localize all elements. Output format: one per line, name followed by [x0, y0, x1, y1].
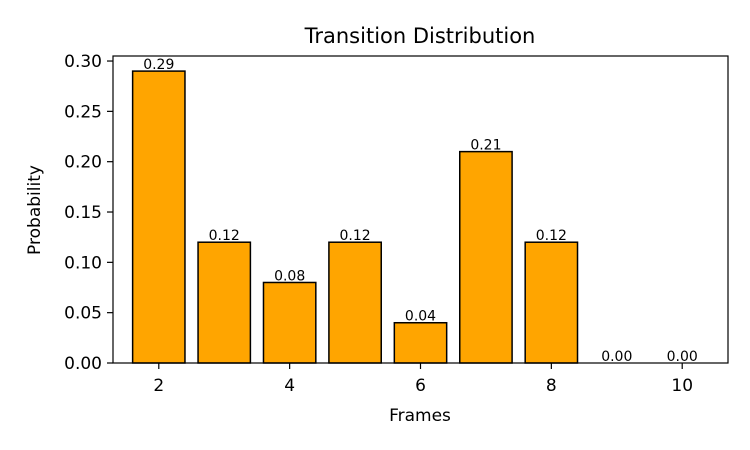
x-tick-label: 10	[671, 376, 693, 396]
bar-4	[262, 281, 317, 364]
bar-value-label: 0.12	[536, 228, 567, 244]
bar-value-label: 0.21	[470, 138, 501, 154]
bar-2	[131, 70, 186, 364]
y-tick-label: 0.15	[64, 203, 102, 223]
bar-labels-group: 0.29 0.12 0.08 0.12 0.04 0.21 0.12 0.00 0.00	[143, 57, 698, 365]
y-tick-label: 0.20	[64, 153, 102, 173]
y-tick-label: 0.30	[64, 52, 102, 72]
y-axis: 0.00 0.05 0.10 0.15 0.20 0.25 0.30	[64, 52, 113, 374]
plot-frame	[112, 55, 729, 364]
y-tick-label: 0.25	[64, 102, 102, 122]
y-axis-label: Probability	[25, 165, 45, 255]
y-tick-label: 0.00	[64, 354, 102, 374]
bar-value-label: 0.08	[274, 268, 305, 284]
x-tick-label: 6	[415, 376, 426, 396]
y-tick-label: 0.10	[64, 253, 102, 273]
bar-value-label: 0.00	[667, 349, 698, 365]
bar-value-label: 0.29	[143, 57, 174, 73]
bar-3	[197, 241, 252, 364]
bar-value-label: 0.12	[339, 228, 370, 244]
x-tick-label: 8	[546, 376, 557, 396]
x-axis-label: Frames	[389, 406, 451, 426]
y-tick-label: 0.05	[64, 304, 102, 324]
bar-7	[459, 150, 513, 364]
bar-value-label: 0.00	[601, 349, 632, 365]
chart-title: Transition Distribution	[304, 24, 536, 48]
x-tick-label: 4	[284, 376, 295, 396]
bar-8	[524, 241, 579, 364]
bars-group	[131, 70, 579, 364]
bar-5	[328, 241, 382, 364]
bar-value-label: 0.04	[405, 309, 436, 325]
bar-6	[393, 321, 448, 364]
x-axis: 2 4 6 8 10	[153, 363, 693, 396]
x-tick-label: 2	[153, 376, 164, 396]
bar-value-label: 0.12	[209, 228, 240, 244]
